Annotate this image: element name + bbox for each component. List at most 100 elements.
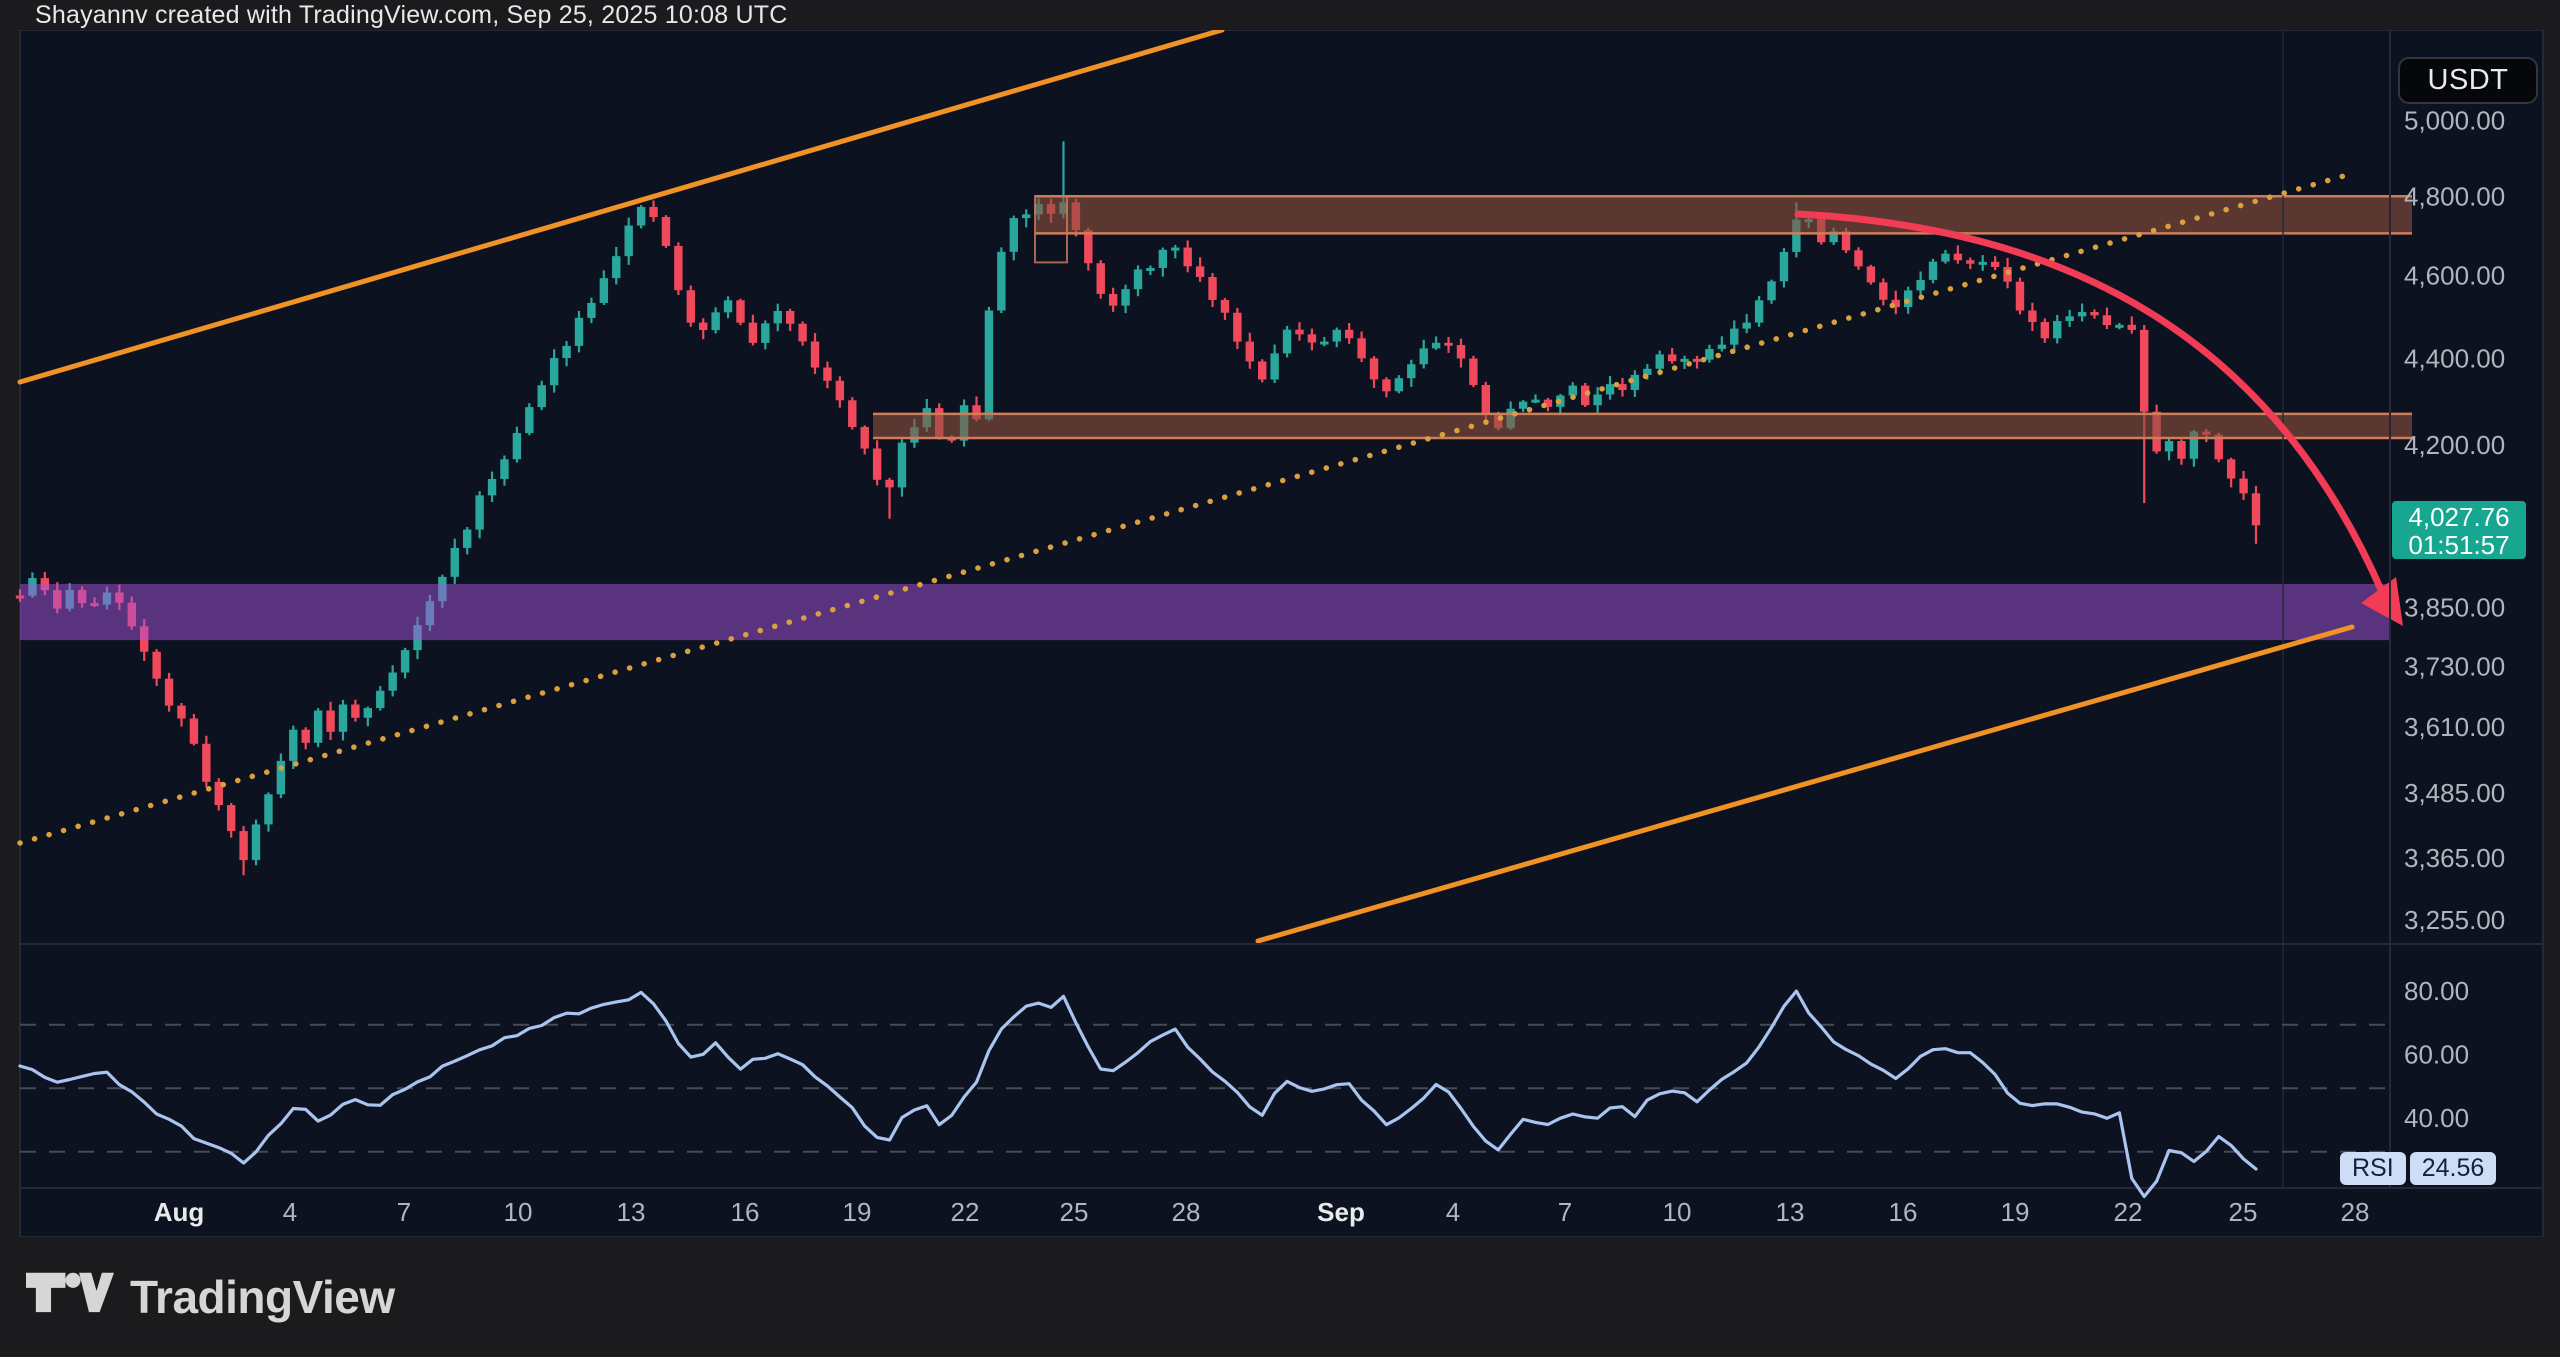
projection-arrow[interactable] bbox=[1794, 210, 2403, 626]
candle-down bbox=[2090, 312, 2099, 316]
candle-down bbox=[2015, 281, 2025, 311]
candle-down bbox=[164, 678, 174, 706]
candle-down bbox=[2177, 441, 2186, 459]
candle-up bbox=[1717, 344, 1727, 349]
candle-down bbox=[1990, 261, 2000, 268]
candle-down bbox=[835, 380, 845, 401]
trendline-channel-top[interactable] bbox=[17, 27, 1225, 385]
candle-up bbox=[1928, 261, 1938, 280]
candle-down bbox=[1357, 338, 1366, 359]
candle-up bbox=[338, 704, 348, 732]
candle-up bbox=[487, 478, 497, 496]
time-axis[interactable]: Aug 4 7 10 13 16 19 22 25 28 Sep 4 7 10 13 16 19 22 25 28 bbox=[154, 1197, 2370, 1227]
candle-down bbox=[2028, 310, 2037, 323]
candle-up bbox=[512, 433, 522, 460]
candle-up bbox=[1655, 354, 1664, 369]
candle-down bbox=[661, 217, 671, 246]
current-price-value: 4,027.76 bbox=[2408, 502, 2510, 532]
candle-up bbox=[1394, 378, 1404, 392]
candle-down bbox=[2102, 315, 2112, 326]
rsi-tick-label: 80.00 bbox=[2404, 976, 2469, 1006]
candle-down bbox=[2239, 478, 2248, 494]
candle-down bbox=[2040, 322, 2050, 339]
candle-up bbox=[636, 206, 646, 226]
time-axis-label: 4 bbox=[283, 1197, 297, 1227]
rsi-indicator-badge[interactable]: RSI 24.56 bbox=[2340, 1152, 2497, 1185]
candle-down bbox=[2140, 329, 2149, 412]
candle-down bbox=[1841, 231, 1851, 251]
candle-down bbox=[1195, 266, 1205, 277]
candle-up bbox=[711, 312, 720, 331]
rsi-axis[interactable]: 80.00 60.00 40.00 bbox=[2404, 976, 2469, 1133]
time-axis-label: 28 bbox=[2341, 1197, 2370, 1227]
candle-down bbox=[1966, 260, 1975, 264]
candle-up bbox=[1407, 364, 1416, 379]
candle-up bbox=[1680, 358, 1689, 362]
candle-down bbox=[1307, 334, 1317, 343]
attribution-text: Shayannv created with TradingView.com, S… bbox=[35, 1, 788, 29]
time-axis-label: 4 bbox=[1446, 1197, 1460, 1227]
candle-down bbox=[1183, 247, 1192, 267]
candle-down bbox=[1258, 361, 1267, 380]
candle-up bbox=[1282, 329, 1292, 354]
time-axis-label: 22 bbox=[951, 1197, 980, 1227]
price-tick-label: 3,485.00 bbox=[2404, 778, 2505, 808]
candle-down bbox=[798, 323, 807, 342]
candle-down bbox=[1245, 341, 1254, 362]
candle-up bbox=[1742, 322, 1751, 329]
candle-up bbox=[450, 547, 459, 577]
price-tick-label: 3,730.00 bbox=[2404, 651, 2505, 681]
projection-arrow-head bbox=[2361, 577, 2403, 626]
price-tick-label: 4,200.00 bbox=[2404, 430, 2505, 460]
time-axis-label: 19 bbox=[2001, 1197, 2030, 1227]
candle-down bbox=[152, 651, 161, 679]
price-axis[interactable]: 5,000.00 4,800.00 4,600.00 4,400.00 4,200.00… bbox=[2404, 105, 2505, 935]
candle-down bbox=[699, 322, 708, 331]
candle-down bbox=[1444, 342, 1453, 346]
chart-canvas[interactable]: 5,000.00 4,800.00 4,600.00 4,400.00 4,200.00… bbox=[0, 0, 2560, 1237]
time-axis-label: 16 bbox=[731, 1197, 760, 1227]
trendline-inner-support-dotted[interactable] bbox=[17, 172, 2350, 846]
candle-up bbox=[1332, 329, 1341, 342]
candle-up bbox=[400, 650, 410, 673]
candle-down bbox=[1096, 263, 1105, 294]
candle-up bbox=[1022, 214, 1031, 219]
candle-up bbox=[289, 729, 298, 761]
candle-up bbox=[2065, 316, 2074, 322]
candle-down bbox=[2251, 493, 2261, 526]
candle-down bbox=[1208, 276, 1217, 300]
resistance-zone-upper[interactable] bbox=[1034, 194, 2412, 264]
candle-down bbox=[1295, 329, 1304, 335]
candle-up bbox=[475, 495, 484, 530]
candle-down bbox=[1344, 329, 1354, 339]
candle-down bbox=[1233, 312, 1242, 342]
candle-up bbox=[1568, 385, 1577, 396]
candle-up bbox=[1605, 384, 1615, 395]
resistance-zone-mid[interactable] bbox=[873, 412, 2412, 440]
candle-down bbox=[177, 705, 186, 719]
time-axis-label: 25 bbox=[1060, 1197, 1089, 1227]
candle-down bbox=[1382, 379, 1391, 392]
price-tick-label: 3,365.00 bbox=[2404, 843, 2505, 873]
candle-up bbox=[376, 690, 385, 709]
candle-up bbox=[1419, 348, 1428, 365]
projection-arrow-curve bbox=[1794, 210, 2386, 596]
candle-down bbox=[1108, 293, 1118, 306]
candle-up bbox=[264, 794, 273, 825]
candle-up bbox=[549, 358, 559, 386]
price-tick-label: 5,000.00 bbox=[2404, 105, 2505, 135]
tradingview-logo[interactable]: TradingView bbox=[26, 1237, 395, 1357]
trendline-channel-bottom[interactable] bbox=[1255, 624, 2355, 944]
zone-drag-handle[interactable] bbox=[1034, 195, 1068, 264]
candle-up bbox=[388, 672, 397, 691]
candle-down bbox=[301, 729, 310, 743]
price-tick-label: 3,610.00 bbox=[2404, 712, 2505, 742]
time-axis-label: 16 bbox=[1889, 1197, 1918, 1227]
symbol-quote-button[interactable]: USDT bbox=[2398, 57, 2538, 104]
support-zone-purple[interactable] bbox=[20, 583, 2390, 641]
candle-up bbox=[1978, 261, 1987, 265]
candle-down bbox=[1866, 266, 1876, 283]
time-axis-label: Aug bbox=[154, 1197, 205, 1227]
candle-down bbox=[214, 781, 223, 806]
candle-up bbox=[1431, 342, 1441, 349]
